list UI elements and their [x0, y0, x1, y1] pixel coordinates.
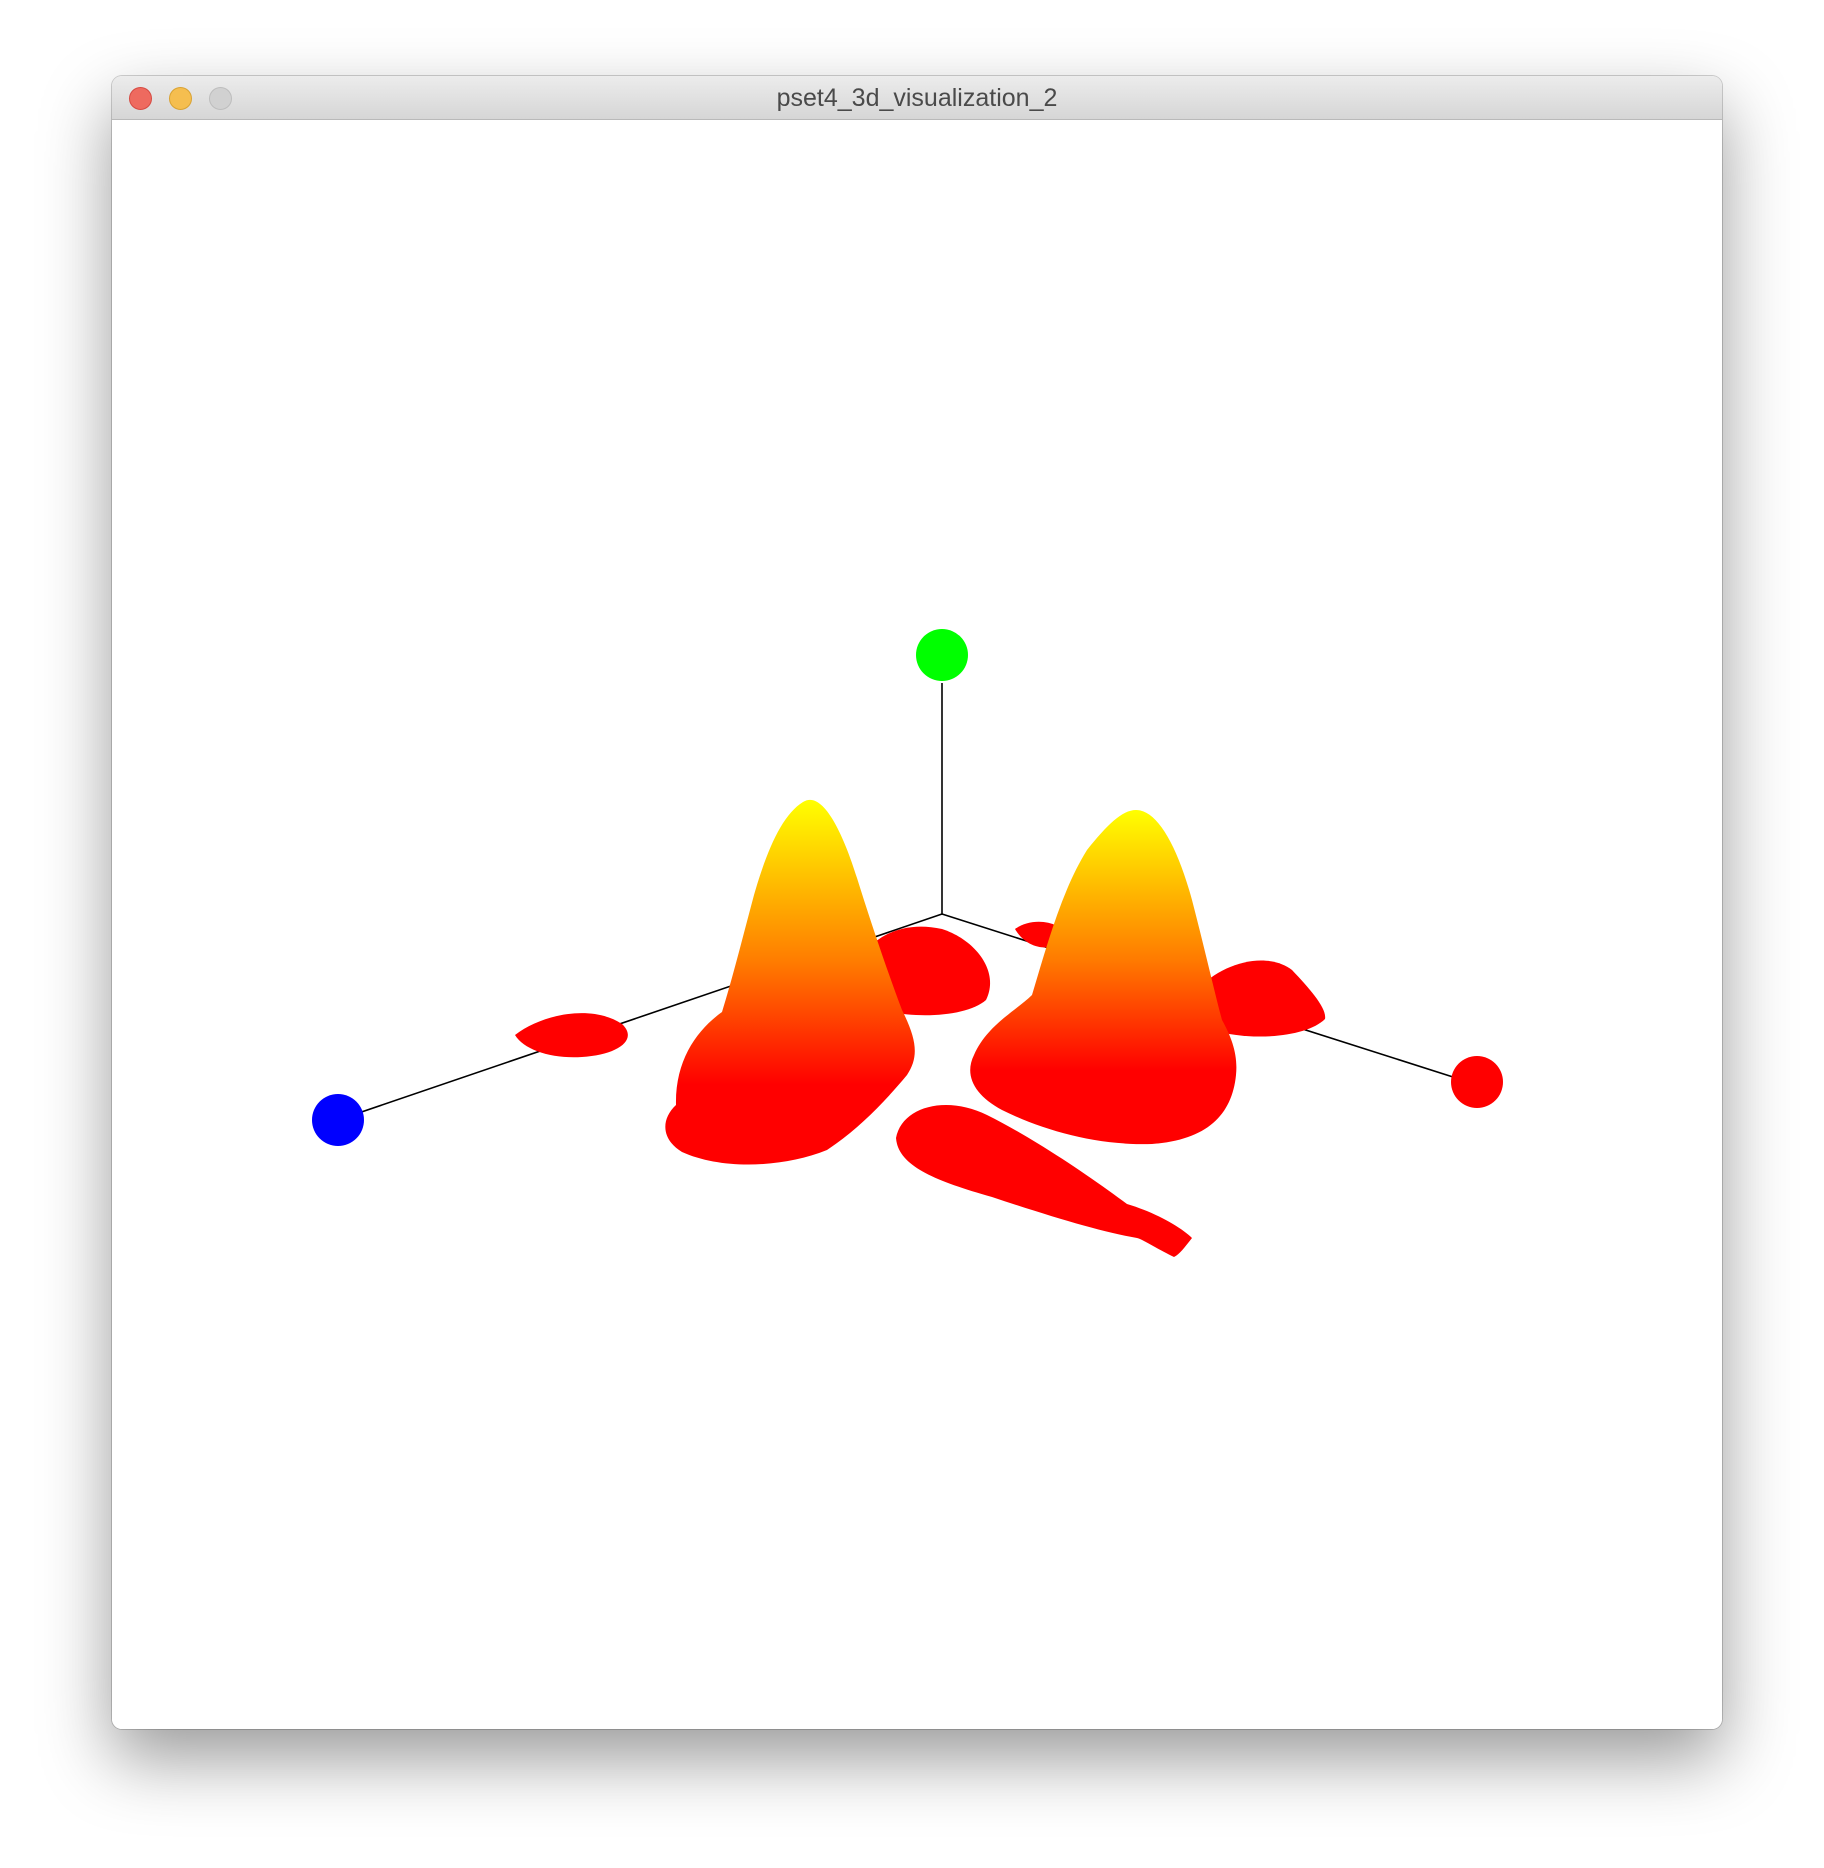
title-bar[interactable]: pset4_3d_visualization_2: [112, 76, 1722, 120]
zoom-button[interactable]: [209, 87, 232, 110]
surface-peak-right: [970, 810, 1237, 1145]
3d-scene[interactable]: [112, 120, 1722, 1729]
z-axis-marker: [312, 1094, 364, 1146]
surface-blob-right: [1191, 960, 1326, 1037]
canvas-area[interactable]: [112, 120, 1722, 1729]
minimize-button[interactable]: [169, 87, 192, 110]
axis-markers: [312, 629, 1503, 1146]
x-axis-marker: [1451, 1056, 1503, 1108]
surface-blob-front-tail: [896, 1104, 1192, 1257]
surface-peaks: [665, 799, 1237, 1165]
surface-blob-left-small: [515, 1013, 628, 1058]
window-title: pset4_3d_visualization_2: [776, 84, 1058, 112]
app-window: pset4_3d_visualization_2: [112, 76, 1722, 1729]
surface-peak-left: [665, 799, 915, 1165]
close-button[interactable]: [129, 87, 152, 110]
y-axis-marker: [916, 629, 968, 681]
